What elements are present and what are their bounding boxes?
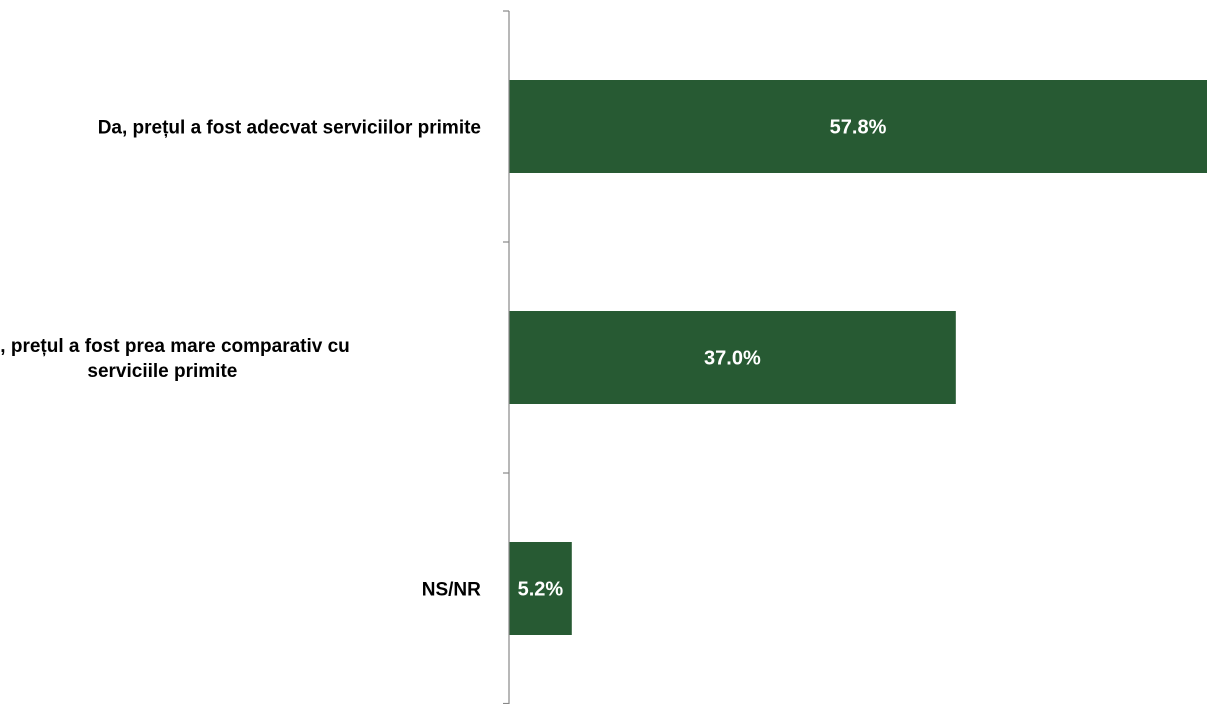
data-label-3: 5.2%	[518, 579, 564, 601]
category-label-2: Nu, prețul a fost prea mare comparativ c…	[0, 336, 350, 382]
category-labels: Da, prețul a fost adecvat serviciilor pr…	[0, 118, 481, 601]
bar-1	[509, 80, 1207, 173]
data-label-1: 57.8%	[830, 117, 887, 139]
bar-2	[509, 311, 956, 404]
category-axis	[503, 10, 510, 704]
data-label-2: 37.0%	[704, 348, 761, 370]
category-label-3: NS/NR	[422, 580, 481, 601]
data-labels: 57.8% 37.0% 5.2%	[518, 117, 887, 601]
bar-3	[509, 542, 572, 635]
category-label-1: Da, prețul a fost adecvat serviciilor pr…	[98, 118, 481, 139]
bars-layer	[509, 80, 1207, 635]
